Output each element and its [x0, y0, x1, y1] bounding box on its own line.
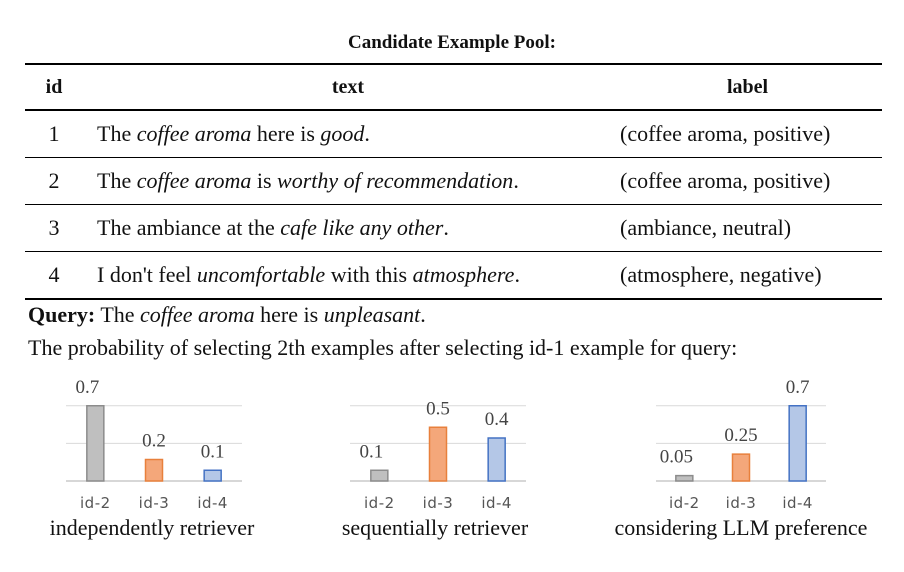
candidate-pool-table: id text label 1 The coffee aroma here is …: [25, 63, 882, 300]
row-label: (coffee aroma, positive): [620, 168, 831, 193]
table-header-row: id text label: [25, 64, 882, 110]
row-text-segment: The: [97, 168, 137, 193]
bar-id-2: [675, 474, 694, 482]
row-text-segment: cafe like any other: [280, 215, 444, 240]
tick-label-id-3: id-3: [423, 494, 454, 512]
row-text-segment: uncomfortable: [196, 262, 326, 287]
query-text: The coffee aroma here is unpleasant.: [100, 302, 425, 327]
tick-label-id-2: id-2: [364, 494, 395, 512]
query-line: Query: The coffee aroma here is unpleasa…: [28, 302, 426, 328]
data-label-id-3: 0.2: [142, 431, 166, 452]
data-label-id-3: 0.5: [426, 398, 450, 419]
data-label-id-4: 0.1: [201, 441, 225, 462]
row-id: 4: [48, 262, 60, 287]
row-label: (ambiance, neutral): [620, 215, 792, 240]
row-text: The coffee aroma is worthy of recommenda…: [83, 158, 614, 205]
bar-id-4: [788, 405, 807, 482]
row-id: 1: [48, 121, 60, 146]
row-text-segment: is: [251, 168, 278, 193]
tick-label-id-3: id-3: [726, 494, 757, 512]
query-text-segment: .: [420, 302, 426, 327]
chart-independently-retriever: 0.7 id-2 0.2 id-3 0.1 id-4 independently retri…: [50, 377, 255, 540]
bar-id-2: [86, 405, 105, 482]
bar-id-4: [203, 469, 222, 482]
data-label-id-3: 0.25: [724, 425, 757, 446]
tick-label-id-4: id-4: [197, 494, 228, 512]
data-label-id-4: 0.4: [485, 409, 509, 430]
row-text: The coffee aroma here is good.: [83, 110, 614, 158]
tick-label-id-2: id-2: [80, 494, 111, 512]
chart-title: independently retriever: [50, 515, 255, 540]
row-id: 3: [48, 215, 60, 240]
bar-id-2: [370, 469, 389, 482]
row-text-segment: .: [514, 262, 520, 287]
row-text-segment: good: [320, 121, 365, 146]
chart-title: sequentially retriever: [342, 515, 529, 540]
row-id: 2: [48, 168, 60, 193]
data-label-id-2: 0.05: [660, 447, 693, 468]
row-text-segment: .: [443, 215, 449, 240]
data-label-id-2: 0.7: [75, 377, 99, 398]
table-row: 4 I don't feel uncomfortable with this at…: [25, 252, 882, 300]
row-label: (coffee aroma, positive): [620, 121, 831, 146]
tick-label-id-4: id-4: [782, 494, 813, 512]
row-text-segment: coffee aroma: [136, 168, 252, 193]
chart-title: considering LLM preference: [615, 515, 868, 540]
row-text-segment: worthy of recommendation: [277, 168, 514, 193]
row-text-segment: coffee aroma: [136, 121, 252, 146]
bar-id-4: [487, 437, 506, 482]
tick-label-id-2: id-2: [669, 494, 700, 512]
data-label-id-4: 0.7: [786, 377, 810, 398]
query-text-segment: unpleasant: [323, 302, 421, 327]
row-text-segment: The: [97, 121, 137, 146]
query-text-segment: coffee aroma: [140, 302, 255, 327]
row-text: I don't feel uncomfortable with this atm…: [83, 252, 614, 300]
row-text-segment: I don't feel: [97, 262, 197, 287]
row-text-segment: .: [513, 168, 519, 193]
header-label: label: [726, 75, 769, 98]
table-row: 1 The coffee aroma here is good. (coffee a…: [25, 110, 882, 158]
header-id: id: [45, 75, 63, 98]
row-text-segment: The ambiance at the: [97, 215, 281, 240]
query-label: Query:: [28, 302, 96, 327]
header-text: text: [331, 75, 365, 98]
table-row: 3 The ambiance at the cafe like any other…: [25, 205, 882, 252]
bar-id-3: [428, 426, 448, 482]
row-text-segment: atmosphere: [412, 262, 515, 287]
row-text: The ambiance at the cafe like any other.: [83, 205, 614, 252]
probability-caption: The probability of selecting 2th example…: [28, 335, 738, 360]
row-text-segment: with this: [325, 262, 413, 287]
row-text-segment: here is: [251, 121, 321, 146]
row-text-segment: .: [364, 121, 370, 146]
row-label: (atmosphere, negative): [620, 262, 822, 287]
pool-title: Candidate Example Pool:: [348, 32, 556, 53]
chart-llm-preference: 0.05 id-2 0.25 id-3 0.7 id-4 considering LLM p…: [615, 377, 868, 540]
tick-label-id-4: id-4: [481, 494, 512, 512]
query-text-segment: The: [100, 302, 141, 327]
query-text-segment: here is: [254, 302, 324, 327]
chart-sequentially-retriever: 0.1 id-2 0.5 id-3 0.4 id-4 sequentially retrie…: [342, 398, 529, 540]
data-label-id-2: 0.1: [359, 441, 383, 462]
bar-id-3: [731, 453, 751, 482]
tick-label-id-3: id-3: [139, 494, 170, 512]
bar-id-3: [144, 458, 164, 482]
table-row: 2 The coffee aroma is worthy of recommend…: [25, 158, 882, 205]
